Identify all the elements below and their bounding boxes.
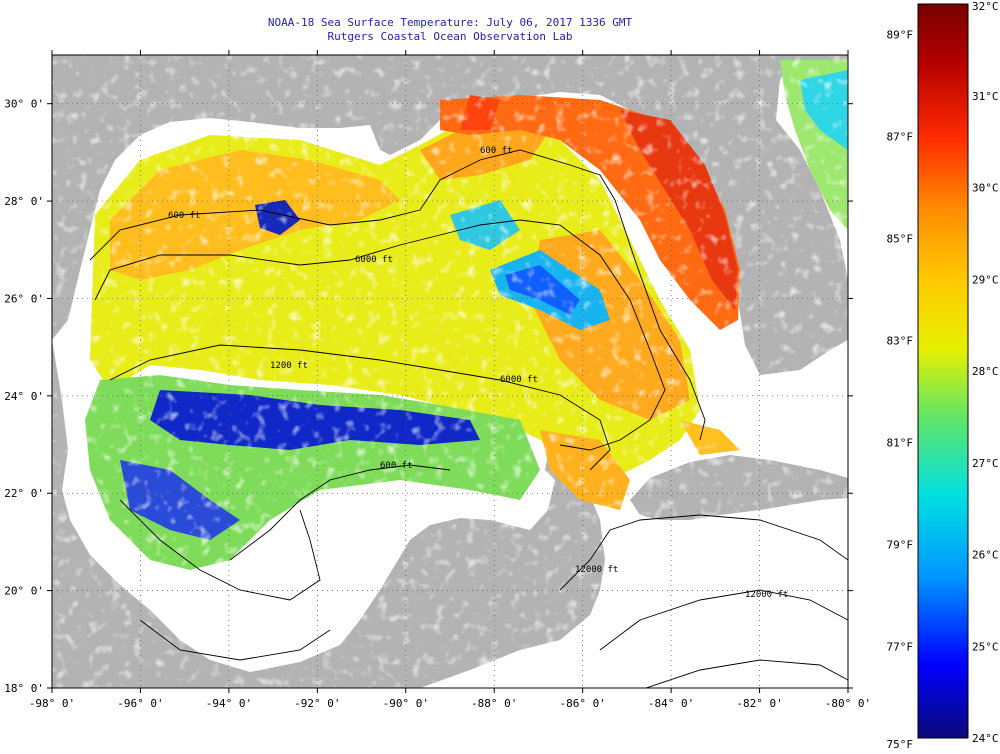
lat-label: 18° 0' <box>4 682 44 695</box>
contour-label-6000ft: 6000 ft <box>355 255 393 265</box>
colorbar-celsius-label: 24°C <box>972 732 999 745</box>
colorbar-fahrenheit-labels: 89°F 87°F 85°F 83°F 81°F 79°F 77°F 75°F <box>887 29 914 751</box>
longitude-labels: -98° 0' -96° 0' -94° 0' -92° 0' -90° 0' -88° … <box>29 697 871 710</box>
lon-label: -86° 0' <box>559 697 605 710</box>
lat-label: 28° 0' <box>4 195 44 208</box>
lat-label: 20° 0' <box>4 585 44 598</box>
contour-labels: 600 ft 600 ft 1200 ft 6000 ft 6000 ft 60… <box>168 146 788 600</box>
lon-label: -84° 0' <box>648 697 694 710</box>
lon-label: -98° 0' <box>29 697 75 710</box>
depth-contours <box>89 149 848 688</box>
colorbar-celsius-label: 32°C <box>972 0 999 13</box>
plot-frame <box>51 54 849 689</box>
lon-label: -92° 0' <box>294 697 340 710</box>
map-subtitle: Rutgers Coastal Ocean Observation Lab <box>327 30 573 43</box>
colorbar-fahrenheit-label: 89°F <box>887 29 914 42</box>
colorbar-celsius-label: 25°C <box>972 640 999 653</box>
map-title: NOAA-18 Sea Surface Temperature: July 06… <box>267 16 633 29</box>
colorbar-fahrenheit-label: 79°F <box>887 538 914 551</box>
colorbar-celsius-label: 28°C <box>972 365 999 378</box>
lon-label: -80° 0' <box>825 697 871 710</box>
contour-label-1200ft: 1200 ft <box>270 361 308 371</box>
contour-label-6000ft-south: 6000 ft <box>500 375 538 385</box>
colorbar-celsius-label: 27°C <box>972 457 999 470</box>
colorbar-celsius-label: 29°C <box>972 273 999 286</box>
lat-label: 24° 0' <box>4 390 44 403</box>
colorbar-fahrenheit-label: 77°F <box>887 640 914 653</box>
latitude-labels: 30° 0' 28° 0' 26° 0' 24° 0' 22° 0' 20° 0' 18° … <box>4 98 44 695</box>
colorbar-fahrenheit-label: 85°F <box>887 232 914 245</box>
colorbar <box>917 3 969 739</box>
contour-label-600ft-south: 600 ft <box>380 461 413 471</box>
lon-label: -94° 0' <box>206 697 252 710</box>
lon-label: -90° 0' <box>383 697 429 710</box>
lon-label: -96° 0' <box>117 697 163 710</box>
colorbar-celsius-label: 26°C <box>972 549 999 562</box>
colorbar-celsius-label: 31°C <box>972 90 999 103</box>
contour-label-12000ft: 12000 ft <box>575 565 618 575</box>
colorbar-fahrenheit-label: 75°F <box>887 738 914 751</box>
colorbar-fahrenheit-label: 81°F <box>887 436 914 449</box>
lon-label: -82° 0' <box>736 697 782 710</box>
contour-label-12000ft-east: 12000 ft <box>745 590 788 600</box>
colorbar-fahrenheit-label: 83°F <box>887 334 914 347</box>
colorbar-fahrenheit-label: 87°F <box>887 131 914 144</box>
colorbar-celsius-labels: 32°C 31°C 30°C 29°C 28°C 27°C 26°C 25°C 24°C <box>972 0 999 745</box>
lat-label: 22° 0' <box>4 487 44 500</box>
contour-label-600ft: 600 ft <box>168 211 201 221</box>
colorbar-celsius-label: 30°C <box>972 182 999 195</box>
lat-label: 26° 0' <box>4 292 44 305</box>
lat-label: 30° 0' <box>4 98 44 111</box>
contour-label-600ft-east: 600 ft <box>480 146 513 156</box>
lon-label: -88° 0' <box>471 697 517 710</box>
